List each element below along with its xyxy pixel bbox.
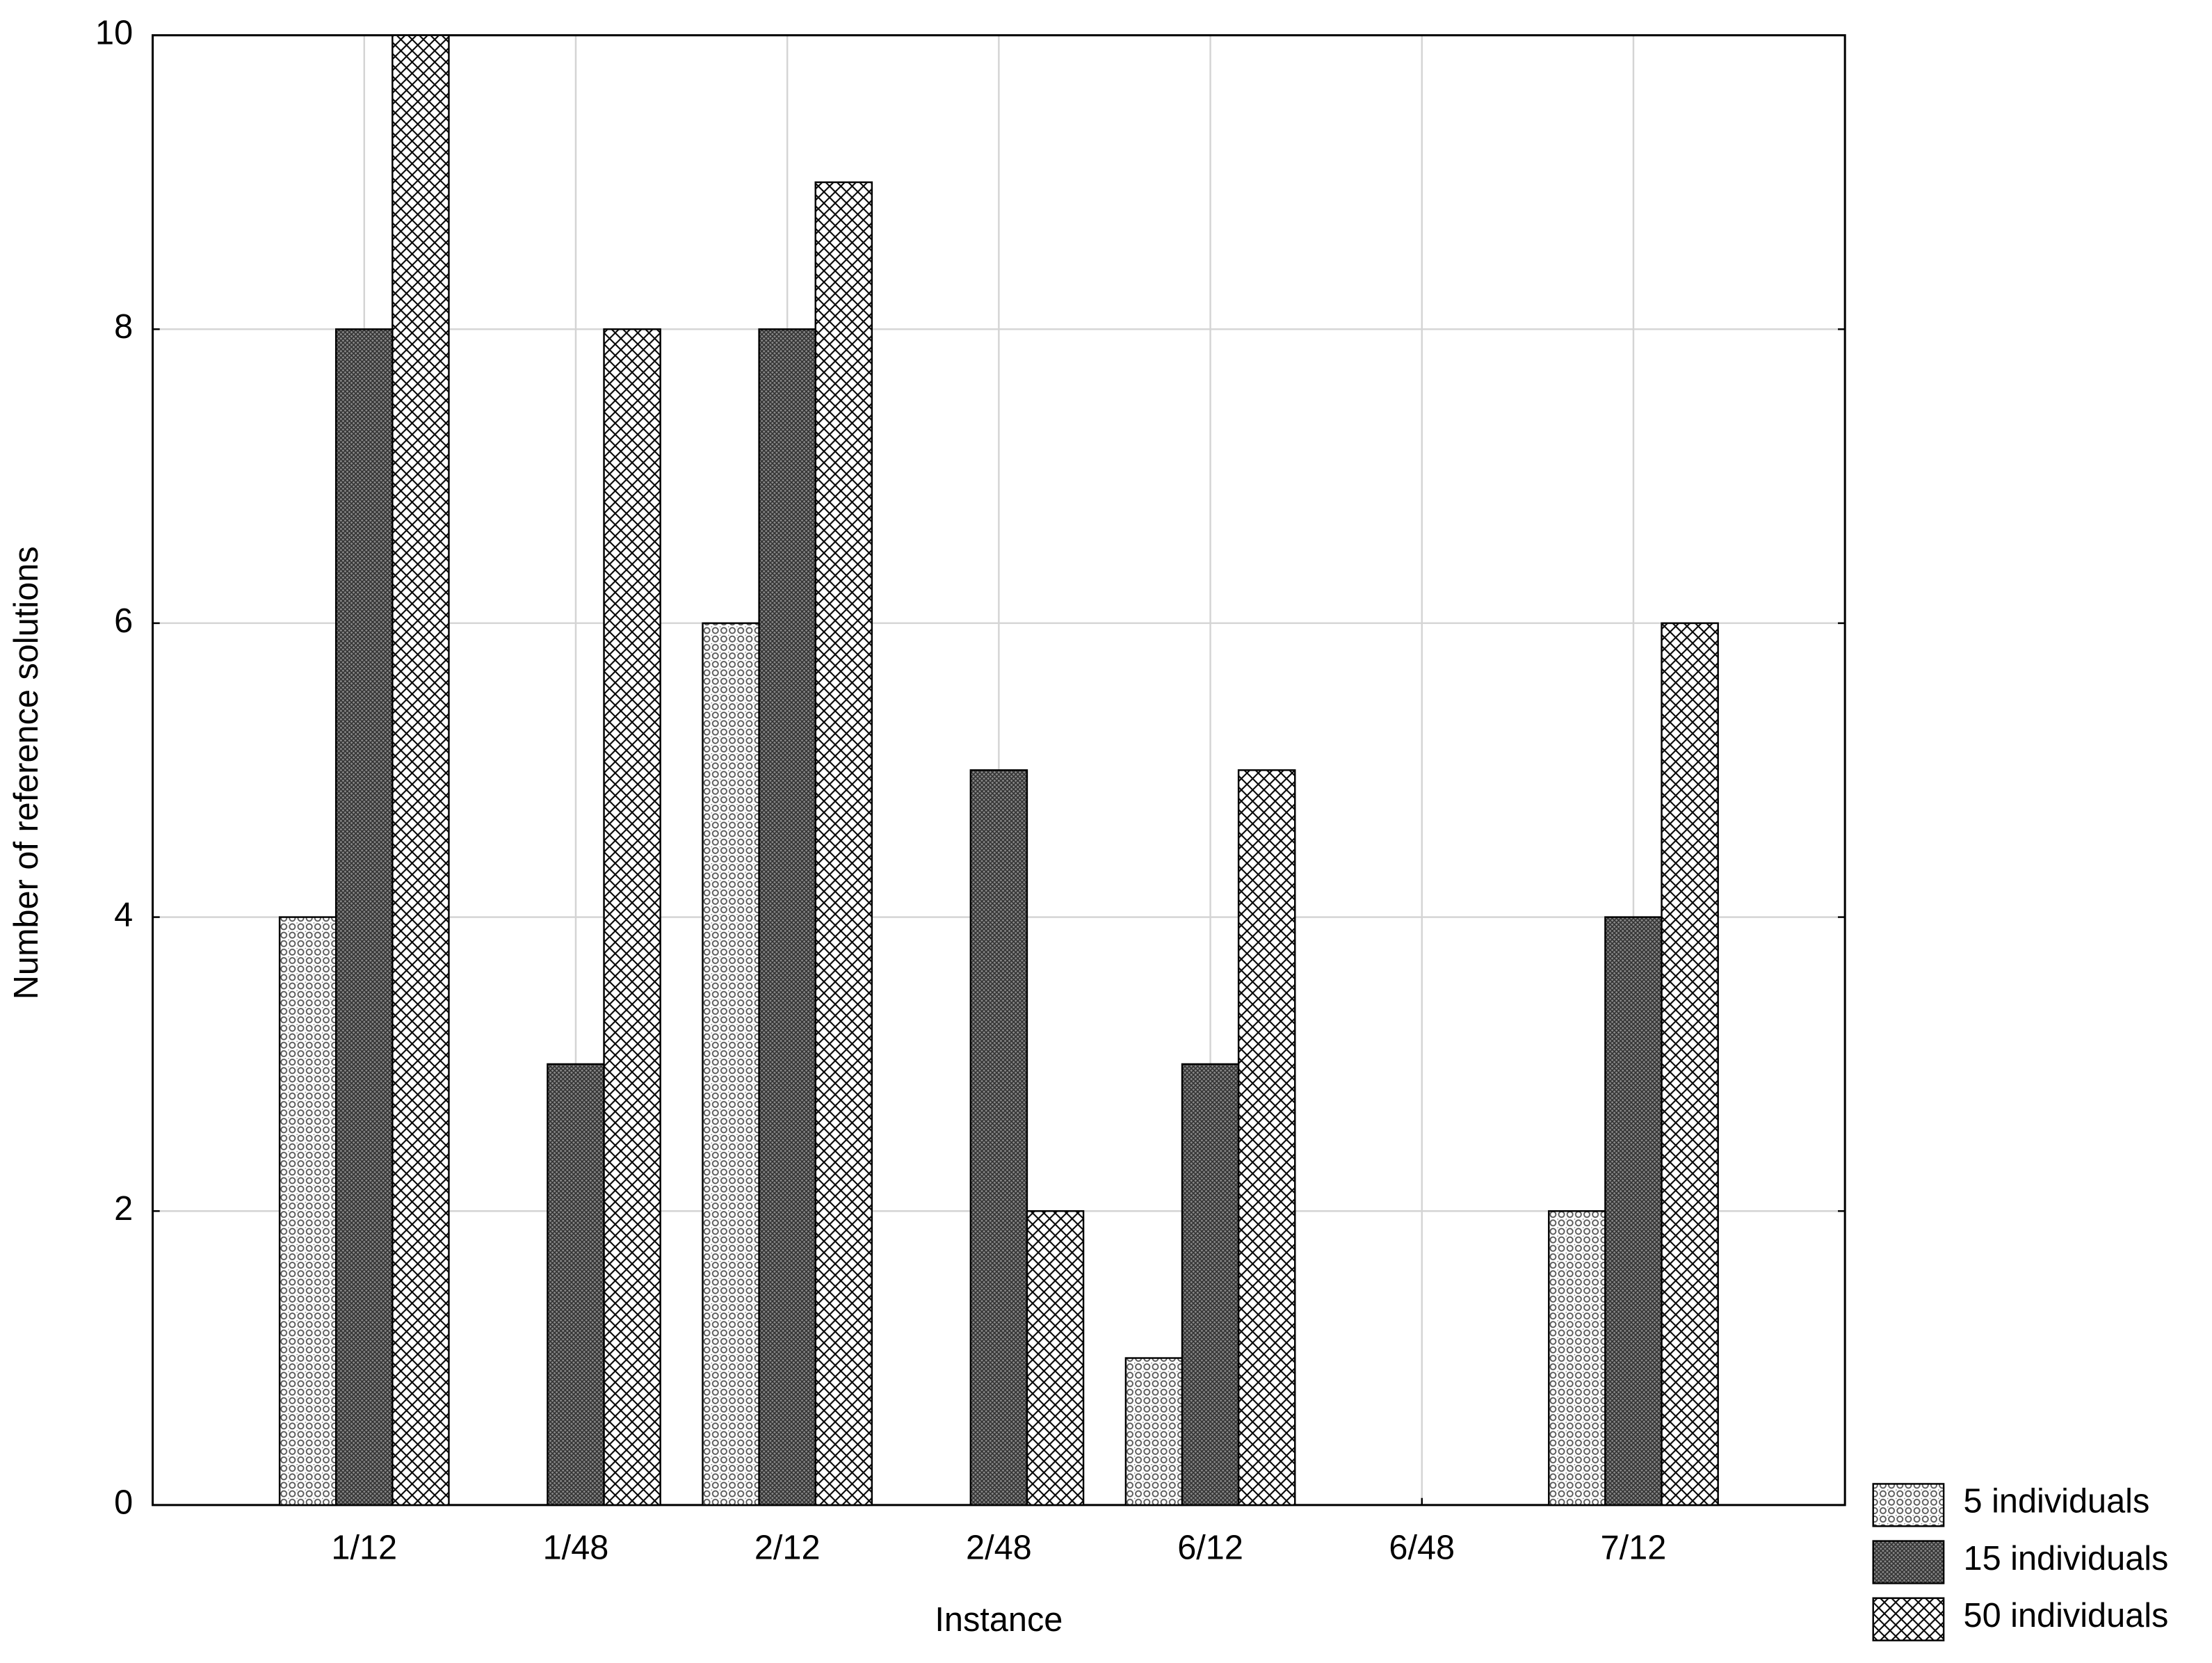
legend-swatch — [1872, 1597, 1945, 1641]
bar — [335, 328, 394, 1507]
bar — [547, 1063, 605, 1507]
x-tick-label: 2/12 — [754, 1529, 821, 1567]
bar — [969, 769, 1028, 1507]
legend-swatch — [1872, 1540, 1945, 1584]
legend-label: 15 individuals — [1964, 1540, 2169, 1577]
bar — [1237, 769, 1296, 1507]
bar — [1181, 1063, 1240, 1507]
legend-label: 5 individuals — [1964, 1483, 2150, 1520]
bar — [814, 181, 873, 1507]
y-axis-label: Number of reference solutions — [8, 546, 45, 999]
bar — [278, 916, 337, 1507]
bar — [1661, 622, 1719, 1507]
x-axis-label: Instance — [935, 1601, 1063, 1639]
y-tick-label: 4 — [114, 896, 133, 933]
y-tick-label: 8 — [114, 308, 133, 346]
bar — [758, 328, 816, 1507]
bar — [1604, 916, 1663, 1507]
bar — [702, 622, 760, 1507]
legend-swatch — [1872, 1483, 1945, 1527]
x-tick-label: 6/48 — [1389, 1529, 1455, 1567]
bar — [1124, 1357, 1184, 1507]
y-tick-label: 10 — [95, 15, 133, 52]
x-tick-label: 7/12 — [1601, 1529, 1667, 1567]
y-tick-label: 0 — [114, 1484, 133, 1522]
x-tick-label: 2/48 — [966, 1529, 1032, 1567]
x-tick-label: 6/12 — [1177, 1529, 1243, 1567]
bar — [1026, 1210, 1085, 1507]
bar — [391, 34, 450, 1507]
legend-label: 50 individuals — [1964, 1597, 2169, 1634]
x-tick-label: 1/48 — [543, 1529, 609, 1567]
y-tick-label: 2 — [114, 1190, 133, 1228]
y-tick-label: 6 — [114, 602, 133, 640]
bar — [603, 328, 661, 1507]
x-tick-label: 1/12 — [331, 1529, 397, 1567]
bar — [1548, 1210, 1606, 1507]
